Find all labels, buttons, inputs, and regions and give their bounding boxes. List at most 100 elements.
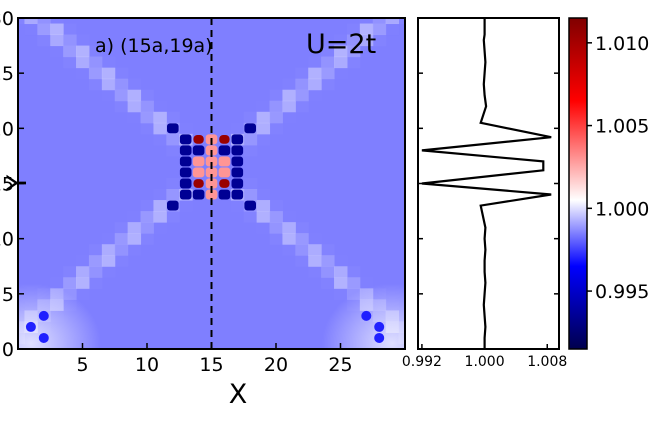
diagonal-stripe-cell — [359, 45, 374, 58]
diagonal-stripe-cell — [88, 255, 103, 267]
diagonal-stripe-cell — [308, 78, 322, 91]
diagonal-stripe-cell — [372, 23, 387, 36]
diagonal-stripe-cell — [385, 23, 400, 36]
diagonal-stripe-cell — [256, 111, 271, 124]
profile-line — [421, 18, 552, 349]
diagonal-stripe-cell — [88, 244, 103, 256]
diagonal-stripe-cell — [282, 111, 296, 124]
diagonal-stripe-cell — [269, 111, 283, 124]
x-tick-label: 15 — [199, 354, 223, 376]
diagonal-stripe-cell — [63, 45, 77, 58]
diagonal-stripe-cell — [140, 122, 154, 135]
diagonal-stripe-cell — [63, 23, 77, 36]
diagonal-stripe-cell — [256, 189, 271, 201]
heatmap-y-ticks: 0 5 10 15 20 25 30 — [0, 8, 24, 361]
diagonal-stripe-cell — [140, 222, 154, 234]
diagonal-stripe-cell — [127, 100, 142, 113]
y-tick-label: 15 — [0, 174, 14, 196]
u-annotation: U=2t — [306, 29, 376, 60]
profile-x-tick-label: 0.992 — [402, 354, 442, 370]
defect-cell-blue — [218, 189, 231, 200]
diagonal-stripe-cell — [269, 122, 283, 135]
diagonal-stripe-cell — [153, 100, 167, 113]
diagonal-stripe-cell — [334, 277, 348, 289]
diagonal-stripe-cell — [76, 34, 90, 47]
diagonal-stripe-cell — [101, 67, 116, 80]
diagonal-stripe-cell — [256, 200, 271, 212]
colorbar-tick-label: 1.010 — [595, 33, 649, 55]
defect-cell-red — [193, 134, 204, 144]
defect-cell-blue — [231, 156, 244, 167]
diagonal-stripe-cell — [282, 222, 296, 234]
diagonal-stripe-cell — [321, 266, 335, 278]
x-tick-label: 5 — [76, 354, 88, 376]
defect-cell-blue — [166, 200, 179, 211]
colorbar-ticks: 0.995 1.000 1.005 1.010 — [587, 33, 649, 303]
diagonal-stripe-cell — [88, 266, 103, 278]
diagonal-stripe-cell — [127, 111, 142, 124]
diagonal-stripe-cell — [114, 255, 129, 267]
diagonal-stripe-cell — [269, 200, 283, 212]
diagonal-stripe-cell — [37, 34, 51, 47]
diagonal-stripe-cell — [153, 200, 167, 212]
defect-cell-blue — [179, 178, 192, 189]
diagonal-stripe-cell — [308, 56, 322, 69]
defect-cell-blue — [218, 145, 231, 156]
profile-panel: 0.992 1.000 1.008 — [402, 17, 567, 370]
diagonal-stripe-cell — [269, 100, 283, 113]
diagonal-stripe-cell — [88, 45, 103, 58]
diagonal-stripe-cell — [140, 89, 154, 102]
diagonal-stripe-cell — [88, 78, 103, 91]
heatmap-x-ticks: 5 10 15 20 25 — [76, 343, 353, 376]
diagonal-stripe-cell — [359, 23, 374, 36]
diagonal-stripe-cell — [269, 89, 283, 102]
diagonal-stripe-cell — [166, 133, 180, 146]
colorbar-tick-label: 1.005 — [595, 116, 649, 138]
diagonal-stripe-cell — [295, 89, 309, 102]
corner-dot — [374, 332, 385, 343]
diagonal-stripe-cell — [50, 277, 64, 289]
diagonal-stripe-cell — [114, 89, 129, 102]
diagonal-stripe-cell — [63, 266, 77, 278]
profile-y-ticks — [418, 17, 559, 350]
diagonal-stripe-cell — [295, 67, 309, 80]
diagonal-stripe-cell — [179, 200, 193, 212]
diagonal-stripe-cell — [114, 67, 129, 80]
diagonal-stripe-cell — [269, 222, 283, 234]
profile-series — [421, 18, 552, 349]
diagonal-stripe-cell — [50, 45, 64, 58]
diagonal-stripe-cell — [76, 277, 90, 289]
corner-dot — [38, 310, 49, 321]
diagonal-stripe-cell — [269, 211, 283, 223]
diagonal-stripe-cell — [114, 222, 129, 234]
defect-cell-light — [192, 167, 205, 178]
defect-cell-light — [218, 156, 231, 167]
x-axis-title: X — [229, 379, 248, 410]
diagonal-stripe-cell — [127, 222, 142, 234]
diagonal-stripe-cell — [24, 23, 38, 36]
y-tick-label: 30 — [0, 8, 14, 30]
diagonal-stripe-cell — [256, 222, 271, 234]
diagonal-stripe-cell — [18, 18, 25, 25]
diagonal-stripe-cell — [76, 255, 90, 267]
diagonal-stripe-cell — [50, 23, 64, 36]
corner-dot — [25, 321, 36, 332]
colorbar: 0.995 1.000 1.005 1.010 — [568, 17, 649, 350]
diagonal-stripe-cell — [50, 34, 64, 47]
diagonal-stripe-cell — [321, 56, 335, 69]
diagonal-stripe-cell — [166, 189, 180, 201]
defect-cell-light — [192, 156, 205, 167]
diagonal-stripe-cell — [334, 288, 348, 300]
profile-x-tick-label: 1.000 — [465, 354, 505, 370]
diagonal-stripe-cell — [101, 255, 116, 267]
diagonal-stripe-cell — [114, 233, 129, 245]
defect-cell-blue — [166, 123, 179, 134]
diagonal-stripe-cell — [334, 34, 348, 47]
diagonal-stripe-cell — [76, 67, 90, 80]
diagonal-stripe-cell — [37, 23, 51, 36]
diagonal-stripe-cell — [308, 233, 322, 245]
diagonal-stripe-cell — [372, 18, 387, 25]
diagonal-stripe-cell — [359, 18, 374, 25]
diagonal-stripe-cell — [321, 67, 335, 80]
